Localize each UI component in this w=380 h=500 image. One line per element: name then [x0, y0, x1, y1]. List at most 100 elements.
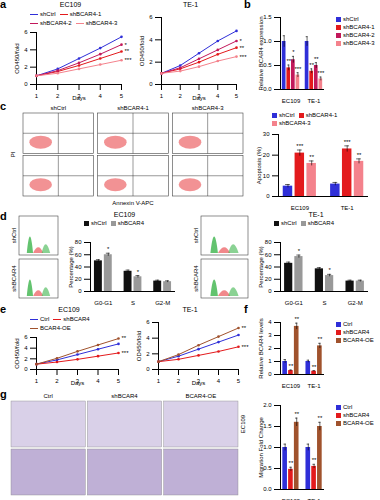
svg-text:***: *** — [296, 143, 304, 149]
svg-text:0: 0 — [268, 288, 272, 294]
svg-text:shCtrl: shCtrl — [193, 228, 199, 244]
svg-text:**: ** — [357, 152, 362, 158]
svg-text:3: 3 — [268, 332, 272, 338]
svg-text:shBCAR4-1: shBCAR4-1 — [117, 105, 149, 111]
svg-text:**: ** — [312, 457, 317, 463]
svg-text:**: ** — [286, 58, 291, 64]
svg-text:60: 60 — [75, 252, 82, 258]
svg-text:0.5: 0.5 — [263, 465, 272, 471]
svg-text:Days: Days — [192, 95, 206, 101]
svg-text:OD450/fold: OD450/fold — [139, 36, 145, 66]
svg-text:**: ** — [294, 316, 299, 322]
svg-text:Relative BCAR4 expression: Relative BCAR4 expression — [258, 16, 264, 90]
svg-text:OD450/fold: OD450/fold — [136, 331, 142, 361]
svg-text:1: 1 — [268, 358, 272, 364]
svg-text:2: 2 — [268, 345, 272, 351]
svg-text:shBCAR4: shBCAR4 — [111, 393, 138, 399]
svg-text:EC109: EC109 — [240, 414, 246, 433]
svg-text:2: 2 — [146, 351, 150, 357]
svg-text:Days: Days — [72, 95, 86, 101]
svg-text:Relative BCAR4 levels: Relative BCAR4 levels — [258, 318, 264, 378]
svg-text:*: * — [125, 42, 128, 48]
svg-text:Apoptosis (%): Apoptosis (%) — [256, 147, 262, 184]
svg-text:60: 60 — [265, 252, 272, 258]
svg-text:OD450/fold: OD450/fold — [14, 43, 20, 73]
svg-text:EC109: EC109 — [282, 98, 301, 104]
svg-text:G0-G1: G0-G1 — [285, 300, 304, 306]
svg-text:10: 10 — [263, 173, 270, 179]
svg-text:**: ** — [314, 56, 319, 62]
svg-text:EC109: EC109 — [282, 498, 301, 500]
svg-text:0: 0 — [78, 288, 82, 294]
svg-text:2: 2 — [177, 378, 181, 384]
svg-text:0: 0 — [24, 81, 28, 87]
svg-text:G0-G1: G0-G1 — [94, 300, 113, 306]
svg-text:40: 40 — [265, 264, 272, 270]
svg-text:2: 2 — [24, 64, 28, 70]
svg-text:1.5: 1.5 — [263, 423, 272, 429]
svg-text:***: *** — [317, 70, 325, 76]
svg-text:G2-M: G2-M — [155, 300, 170, 306]
svg-text:**: ** — [312, 364, 317, 370]
svg-text:1: 1 — [35, 378, 39, 384]
svg-text:2: 2 — [24, 356, 28, 362]
svg-text:shBCAR4-3: shBCAR4-3 — [192, 105, 224, 111]
svg-text:**: ** — [289, 460, 294, 466]
svg-text:20: 20 — [265, 276, 272, 282]
svg-text:0: 0 — [149, 81, 153, 87]
svg-text:80: 80 — [75, 239, 82, 245]
svg-text:TE-1: TE-1 — [341, 205, 355, 211]
svg-text:30: 30 — [263, 131, 270, 137]
svg-text:**: ** — [318, 415, 323, 421]
svg-text:PI: PI — [10, 151, 16, 157]
svg-text:***: *** — [122, 350, 130, 356]
svg-text:6: 6 — [24, 334, 28, 340]
svg-text:0.0: 0.0 — [263, 86, 272, 92]
svg-text:shCtrl: shCtrl — [11, 228, 17, 244]
svg-text:shBCAR4: shBCAR4 — [11, 265, 17, 292]
svg-text:1: 1 — [160, 93, 164, 99]
svg-text:*: * — [107, 246, 110, 252]
svg-text:Ctrl: Ctrl — [43, 393, 52, 399]
svg-text:4: 4 — [24, 47, 28, 53]
svg-text:6: 6 — [146, 319, 150, 325]
svg-text:Percentage (%): Percentage (%) — [258, 246, 264, 288]
svg-text:4: 4 — [217, 378, 221, 384]
svg-text:1.0: 1.0 — [263, 38, 272, 44]
svg-text:EC109: EC109 — [282, 383, 301, 389]
svg-text:4: 4 — [96, 378, 100, 384]
svg-text:20: 20 — [75, 276, 82, 282]
svg-text:TE-1: TE-1 — [308, 498, 322, 500]
svg-text:*: * — [137, 269, 140, 275]
svg-text:S: S — [131, 300, 135, 306]
svg-text:**: ** — [240, 45, 245, 51]
svg-text:Days: Days — [71, 380, 85, 386]
svg-text:4: 4 — [268, 319, 272, 325]
svg-text:**: ** — [242, 325, 247, 331]
svg-text:4: 4 — [149, 37, 153, 43]
svg-text:**: ** — [289, 363, 294, 369]
svg-text:Percentage (%): Percentage (%) — [68, 246, 74, 288]
svg-text:TE-1: TE-1 — [307, 98, 321, 104]
svg-text:BCAR4-OE: BCAR4-OE — [185, 393, 216, 399]
svg-text:**: ** — [318, 336, 323, 342]
svg-text:6: 6 — [24, 29, 28, 35]
svg-text:0: 0 — [146, 366, 150, 372]
svg-text:2: 2 — [179, 93, 183, 99]
svg-text:*: * — [328, 267, 331, 273]
svg-text:OD450/fold: OD450/fold — [14, 338, 20, 368]
svg-text:0.0: 0.0 — [263, 486, 272, 492]
svg-text:***: *** — [344, 139, 352, 145]
svg-text:*: * — [292, 49, 295, 55]
svg-text:1: 1 — [157, 378, 161, 384]
svg-text:***: *** — [125, 57, 133, 63]
svg-text:5: 5 — [237, 378, 241, 384]
svg-text:**: ** — [122, 335, 127, 341]
svg-text:4: 4 — [24, 345, 28, 351]
svg-text:S: S — [322, 300, 326, 306]
svg-text:Annexin V-APC: Annexin V-APC — [112, 200, 154, 206]
svg-text:*: * — [240, 38, 243, 44]
svg-text:**: ** — [294, 411, 299, 417]
svg-text:5: 5 — [117, 378, 121, 384]
svg-text:G2-M: G2-M — [348, 300, 363, 306]
